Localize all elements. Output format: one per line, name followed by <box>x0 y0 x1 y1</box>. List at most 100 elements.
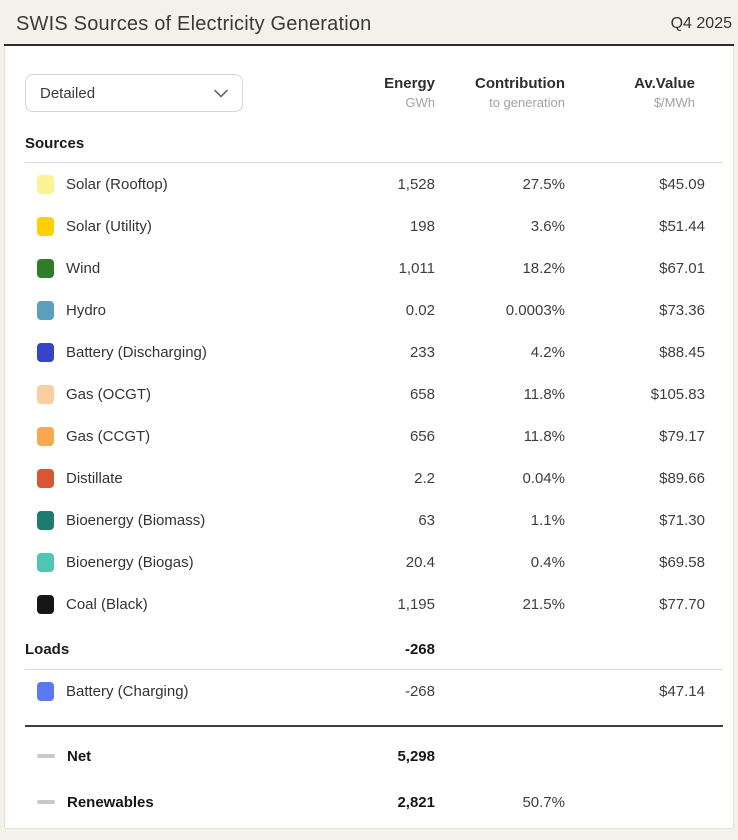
table-row[interactable]: Bioenergy (Biomass) 63 1.1% $71.30 <box>5 499 733 541</box>
contribution-value: 1.1% <box>530 511 565 529</box>
contribution-value: 0.4% <box>530 553 565 571</box>
row-label: Net <box>67 747 92 765</box>
color-swatch <box>37 468 54 488</box>
energy-value: 656 <box>409 427 435 445</box>
energy-value: 2,821 <box>397 793 435 811</box>
energy-value: 1,195 <box>397 595 435 613</box>
av-value: $71.30 <box>659 511 705 529</box>
row-label: Battery (Discharging) <box>66 343 207 361</box>
view-mode-value: Detailed <box>40 84 96 102</box>
av-value: $51.44 <box>659 217 705 235</box>
table-row[interactable]: Gas (CCGT) 656 11.8% $79.17 <box>5 415 733 457</box>
energy-value: 63 <box>418 511 435 529</box>
table-row[interactable]: Solar (Rooftop) 1,528 27.5% $45.09 <box>5 163 733 205</box>
section-header-sources: Sources <box>25 134 85 152</box>
color-swatch <box>37 300 54 320</box>
table-row[interactable]: Renewables 2,821 50.7% <box>5 779 733 825</box>
color-swatch <box>37 510 54 530</box>
color-swatch <box>37 681 54 701</box>
period-label: Q4 2025 <box>670 15 732 32</box>
table-toolbar: Detailed Energy GWh Contribution to gene… <box>5 46 733 112</box>
color-swatch <box>37 594 54 614</box>
contribution-value: 27.5% <box>522 175 565 193</box>
table-row[interactable]: Distillate 2.2 0.04% $89.66 <box>5 457 733 499</box>
loads-rows: Battery (Charging) -268 $47.14 <box>5 670 733 712</box>
av-value: $88.45 <box>659 343 705 361</box>
color-swatch <box>37 216 54 236</box>
row-label: Solar (Utility) <box>66 217 152 235</box>
contribution-value: 21.5% <box>522 595 565 613</box>
color-swatch <box>37 426 54 446</box>
row-label: Solar (Rooftop) <box>66 175 168 193</box>
row-label: Bioenergy (Biogas) <box>66 553 194 571</box>
color-swatch <box>37 384 54 404</box>
color-swatch <box>37 174 54 194</box>
row-label: Battery (Charging) <box>66 682 189 700</box>
generation-table-card: Detailed Energy GWh Contribution to gene… <box>4 46 734 829</box>
column-header-energy: Energy GWh <box>384 75 435 111</box>
energy-value: 1,011 <box>398 259 435 277</box>
table-row[interactable]: Solar (Utility) 198 3.6% $51.44 <box>5 205 733 247</box>
av-value: $77.70 <box>659 595 705 613</box>
row-label: Gas (CCGT) <box>66 427 151 445</box>
energy-value: 198 <box>409 217 435 235</box>
dash-icon <box>37 800 55 804</box>
column-header-contribution: Contribution to generation <box>475 75 565 111</box>
row-label: Gas (OCGT) <box>66 385 151 403</box>
color-swatch <box>37 552 54 572</box>
av-value: $79.17 <box>659 427 705 445</box>
contribution-value: 0.04% <box>522 469 565 487</box>
contribution-value: 0.0003% <box>505 301 565 319</box>
table-row[interactable]: Wind 1,011 18.2% $67.01 <box>5 247 733 289</box>
energy-value: 1,528 <box>397 175 435 193</box>
energy-value: 233 <box>409 343 435 361</box>
color-swatch <box>37 258 54 278</box>
sources-rows: Solar (Rooftop) 1,528 27.5% $45.09 Solar… <box>5 163 733 625</box>
contribution-value: 11.8% <box>523 385 565 403</box>
contribution-value: 18.2% <box>522 259 565 277</box>
av-value: $69.58 <box>659 553 705 571</box>
energy-value: 20.4 <box>405 553 435 571</box>
energy-value: 5,298 <box>397 747 435 765</box>
av-value: $67.01 <box>659 259 705 277</box>
view-mode-dropdown[interactable]: Detailed <box>25 74 243 112</box>
av-value: $89.66 <box>659 469 705 487</box>
contribution-value: 3.6% <box>530 217 565 235</box>
summary-rows: Net 5,298 Renewables 2,821 50.7% <box>5 733 733 825</box>
row-label: Bioenergy (Biomass) <box>66 511 206 529</box>
summary-divider <box>25 725 723 727</box>
table-row[interactable]: Battery (Discharging) 233 4.2% $88.45 <box>5 331 733 373</box>
loads-total-energy: -268 <box>404 640 435 658</box>
table-row[interactable]: Net 5,298 <box>5 733 733 779</box>
column-header-av-value: Av.Value $/MWh <box>634 75 695 111</box>
color-swatch <box>37 342 54 362</box>
energy-value: -268 <box>404 682 435 700</box>
av-value: $45.09 <box>659 175 705 193</box>
table-row[interactable]: Hydro 0.02 0.0003% $73.36 <box>5 289 733 331</box>
report-header: SWIS Sources of Electricity Generation Q… <box>4 0 734 46</box>
dash-icon <box>37 754 55 758</box>
table-row[interactable]: Coal (Black) 1,195 21.5% $77.70 <box>5 583 733 625</box>
av-value: $73.36 <box>659 301 705 319</box>
contribution-value: 50.7% <box>522 793 565 811</box>
divider <box>25 669 723 670</box>
row-label: Hydro <box>66 301 107 319</box>
table-row[interactable]: Bioenergy (Biogas) 20.4 0.4% $69.58 <box>5 541 733 583</box>
row-label: Renewables <box>67 793 154 811</box>
energy-value: 0.02 <box>405 301 435 319</box>
divider <box>25 162 723 163</box>
page-title: SWIS Sources of Electricity Generation <box>16 12 372 35</box>
contribution-value: 4.2% <box>530 343 565 361</box>
av-value: $105.83 <box>650 385 705 403</box>
chevron-down-icon <box>214 89 228 98</box>
section-header-loads: Loads -268 <box>25 640 435 658</box>
row-label: Coal (Black) <box>66 595 148 613</box>
table-row[interactable]: Gas (OCGT) 658 11.8% $105.83 <box>5 373 733 415</box>
energy-value: 2.2 <box>414 469 435 487</box>
row-label: Distillate <box>66 469 123 487</box>
row-label: Wind <box>66 259 101 277</box>
av-value: $47.14 <box>659 682 705 700</box>
table-row[interactable]: Battery (Charging) -268 $47.14 <box>5 670 733 712</box>
energy-value: 658 <box>409 385 435 403</box>
